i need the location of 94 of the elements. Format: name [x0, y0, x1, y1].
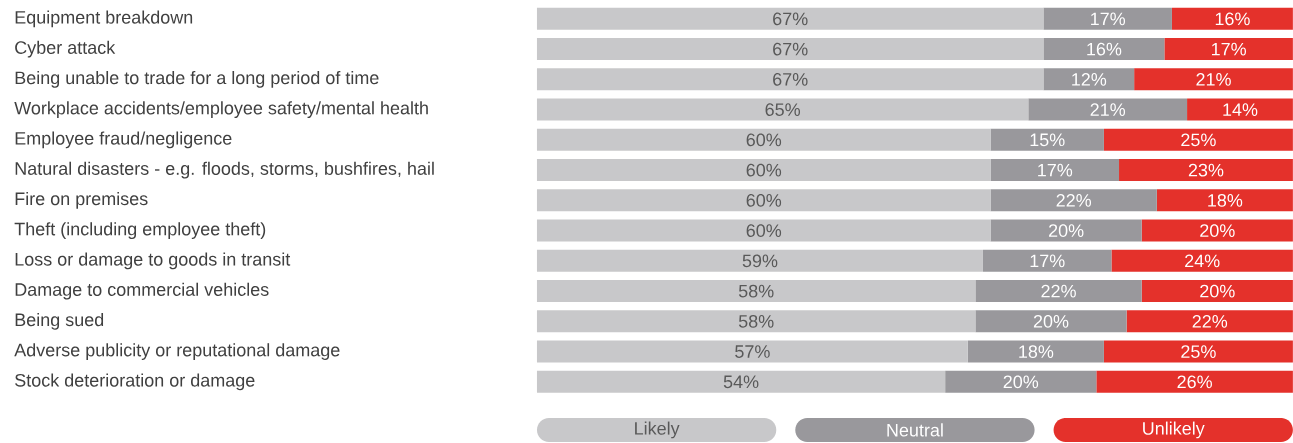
- y-tick-label: Adverse publicity or reputational damage: [14, 343, 340, 360]
- bar: [1171, 7, 1293, 30]
- bar: [536, 310, 976, 333]
- data-label: 20%: [1049, 224, 1084, 237]
- bar: [1111, 249, 1293, 272]
- y-tick-label: Fire on premises: [15, 191, 148, 209]
- bar: [1043, 38, 1165, 61]
- bar: [536, 280, 976, 303]
- bar: [1156, 189, 1293, 212]
- y-tick-label: Damage to commercial vehicles: [15, 282, 269, 300]
- data-label: 23%: [1188, 163, 1224, 177]
- y-tick-label: Stock deterioration or damage: [15, 373, 255, 391]
- data-label: 67%: [773, 42, 808, 56]
- data-label: 17%: [1212, 42, 1246, 56]
- bar: [990, 159, 1120, 182]
- bar: [982, 249, 1112, 272]
- bar: [975, 280, 1142, 303]
- data-label: 21%: [1196, 73, 1231, 86]
- data-label: 60%: [746, 224, 782, 237]
- bar: [967, 340, 1104, 363]
- y-tick-label: Natural disasters - e.g. floods, storms, bushfires, hail: [15, 161, 434, 179]
- data-label: 16%: [1087, 42, 1122, 56]
- data-label: 58%: [738, 284, 774, 298]
- data-label: 22%: [1041, 284, 1076, 298]
- data-label: 22%: [1192, 315, 1228, 328]
- data-label: 67%: [773, 12, 808, 26]
- bar: [990, 219, 1142, 242]
- bar: [1096, 370, 1293, 393]
- bar: [536, 219, 991, 242]
- data-label: 14%: [1223, 103, 1258, 116]
- bar: [536, 159, 991, 182]
- data-label: 67%: [773, 73, 808, 86]
- data-label: 21%: [1090, 103, 1126, 116]
- bar: [945, 370, 1097, 393]
- bar: [1028, 98, 1188, 121]
- data-label: 25%: [1181, 133, 1216, 147]
- y-tick-label: Equipment breakdown: [15, 10, 193, 28]
- bar: [1141, 219, 1293, 242]
- data-label: 60%: [746, 133, 782, 147]
- series-label: Unlikely: [1143, 421, 1205, 439]
- y-tick-label: Cyber attack: [15, 40, 116, 58]
- data-label: 24%: [1185, 254, 1220, 268]
- data-label: 18%: [1208, 194, 1243, 207]
- data-label: 17%: [1030, 254, 1065, 268]
- bar: [990, 189, 1157, 212]
- bar: [536, 98, 1029, 121]
- bar: [536, 7, 1044, 30]
- y-tick-label: Being sued: [15, 312, 104, 330]
- data-label: 57%: [735, 345, 770, 358]
- series-label: Neutral: [887, 423, 943, 437]
- data-label: 18%: [1019, 345, 1054, 358]
- data-label: 59%: [742, 254, 778, 268]
- data-label: 26%: [1177, 375, 1212, 389]
- bar: [1103, 128, 1293, 151]
- y-tick-label: Loss or damage to goods in transit: [15, 252, 291, 270]
- data-label: 16%: [1215, 12, 1250, 26]
- bar: [1141, 280, 1293, 303]
- data-label: 65%: [765, 103, 801, 116]
- bar: [536, 128, 991, 151]
- data-label: 20%: [1200, 224, 1235, 237]
- bar: [1126, 310, 1293, 333]
- y-tick-label: Being unable to trade for a long period of time: [15, 70, 379, 88]
- bar: [1164, 38, 1293, 61]
- series-label: Likely: [635, 421, 680, 439]
- bar: [536, 38, 1044, 61]
- bar: [1119, 159, 1293, 182]
- data-label: 22%: [1056, 194, 1092, 207]
- y-tick-label: Employee fraud/negligence: [15, 131, 232, 149]
- data-label: 12%: [1072, 73, 1107, 86]
- data-label: 17%: [1091, 12, 1126, 26]
- bar: [536, 189, 991, 212]
- bar: [536, 340, 968, 363]
- data-label: 17%: [1038, 163, 1073, 177]
- bar: [1103, 340, 1293, 363]
- bar: [1187, 98, 1293, 121]
- bar: [1134, 68, 1293, 91]
- data-label: 20%: [1200, 284, 1235, 298]
- bar: [1043, 7, 1172, 30]
- bar: [536, 249, 983, 272]
- bar: [1043, 68, 1135, 91]
- data-label: 58%: [738, 314, 774, 328]
- bar: [536, 370, 946, 393]
- bar: [975, 310, 1127, 333]
- data-label: 25%: [1181, 345, 1216, 358]
- data-label: 60%: [746, 194, 782, 207]
- data-label: 20%: [1003, 375, 1039, 389]
- data-label: 54%: [723, 375, 759, 389]
- y-tick-label: Theft (including employee theft): [14, 222, 266, 240]
- data-label: 15%: [1030, 133, 1065, 147]
- data-label: 60%: [746, 163, 782, 177]
- bar: [990, 128, 1104, 151]
- y-tick-label: Workplace accidents/employee safety/mental health: [14, 101, 428, 119]
- data-label: 20%: [1033, 314, 1069, 328]
- bar: [536, 68, 1044, 91]
